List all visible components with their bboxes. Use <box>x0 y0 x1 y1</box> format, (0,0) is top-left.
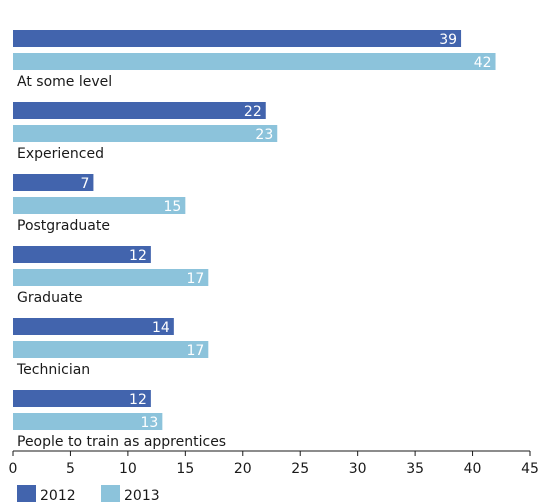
category-label: At some level <box>17 74 112 90</box>
legend-label-2012: 2012 <box>40 488 76 502</box>
bar-2013-2 <box>13 197 186 214</box>
bar-2012-5 <box>13 390 151 407</box>
data-label-2013-1: 23 <box>255 127 273 143</box>
category-label: Experienced <box>17 146 104 162</box>
data-label-2013-2: 15 <box>164 199 182 215</box>
data-label-2013-5: 13 <box>141 415 159 431</box>
bar-2012-0 <box>13 30 462 47</box>
data-label-2012-0: 39 <box>439 32 457 48</box>
category-label: People to train as apprentices <box>17 434 226 450</box>
x-tick-label: 35 <box>406 461 424 477</box>
legend-swatch-2012 <box>17 485 36 502</box>
data-label-2012-3: 12 <box>129 248 147 264</box>
category-label: Postgraduate <box>17 218 110 234</box>
data-label-2012-4: 14 <box>152 320 170 336</box>
bar-2013-4 <box>13 341 209 358</box>
x-tick-label: 15 <box>176 461 194 477</box>
bar-2013-1 <box>13 125 278 142</box>
x-axis: 0 5 10 15 20 25 30 35 40 45 <box>9 450 539 477</box>
x-tick-label: 25 <box>291 461 309 477</box>
x-tick-label: 5 <box>66 461 75 477</box>
data-label-2013-3: 17 <box>186 271 204 287</box>
legend-label-2013: 2013 <box>124 488 160 502</box>
bar-2013-0 <box>13 53 496 70</box>
bar-2012-2 <box>13 174 94 191</box>
data-label-2013-4: 17 <box>186 343 204 359</box>
legend-swatch-2013 <box>101 485 120 502</box>
x-tick-label: 10 <box>119 461 137 477</box>
data-label-2012-5: 12 <box>129 392 147 408</box>
bar-2012-1 <box>13 102 266 119</box>
x-tick-label: 40 <box>464 461 482 477</box>
category-label: Graduate <box>17 290 83 306</box>
x-tick-label: 20 <box>234 461 252 477</box>
x-tick-label: 0 <box>9 461 18 477</box>
legend: 2012 2013 <box>17 485 160 502</box>
bar-2013-3 <box>13 269 209 286</box>
bar-2013-5 <box>13 413 163 430</box>
data-label-2012-1: 22 <box>244 104 262 120</box>
category-label: Technician <box>16 362 90 378</box>
x-tick-label: 30 <box>349 461 367 477</box>
data-label-2012-2: 7 <box>81 176 90 192</box>
bars-layer: 39 42 At some level 22 23 Experienced 7 15 Postg… <box>13 30 496 450</box>
x-tick-label: 45 <box>521 461 539 477</box>
bar-2012-3 <box>13 246 151 263</box>
data-label-2013-0: 42 <box>474 55 492 71</box>
bar-2012-4 <box>13 318 174 335</box>
